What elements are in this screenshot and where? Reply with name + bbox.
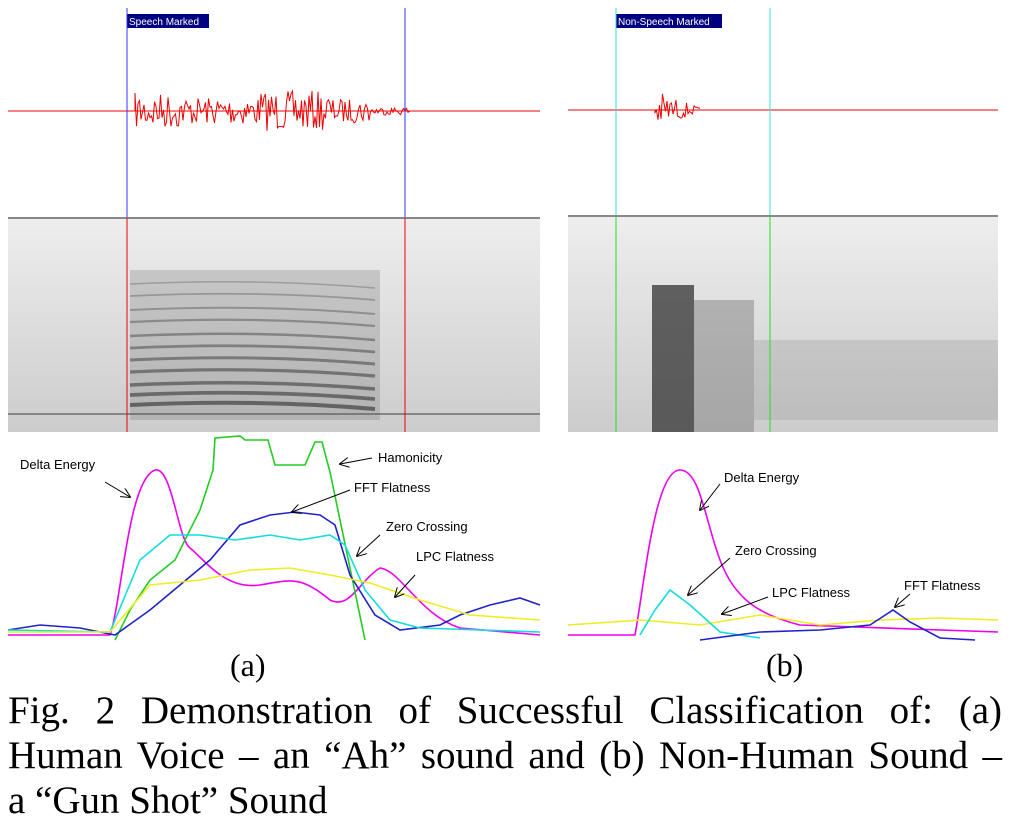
arrow [292,489,351,512]
decoration [129,318,376,328]
curve-label: Delta Energy [20,457,96,472]
curve-label: Zero Crossing [386,519,468,534]
lpc-flatness-curve [567,614,999,626]
decoration [129,390,376,401]
caption-line: Fig. 2 Demonstration of Successful Class… [8,689,1002,732]
decoration [129,356,376,366]
figure: Speech Marked Delta Energy Hamonicity FF… [7,8,999,683]
delta-energy-curve [568,469,999,636]
decoration [130,270,380,420]
fft-flatness-curve [699,609,976,641]
decoration [129,292,376,301]
noise [754,340,998,420]
curve-label: FFT Flatness [354,480,431,495]
decoration [129,306,376,315]
marker-box [127,14,209,28]
delta-energy-curve [8,469,541,636]
fft-flatness-curve [7,511,541,636]
decoration [129,381,376,391]
waveform [134,89,410,131]
harmonics [8,270,540,420]
arrow [722,596,769,614]
arrow [395,574,416,597]
burst [652,285,694,432]
spectrogram [8,218,540,432]
arrow [895,593,911,607]
waveform [654,93,701,120]
harmonicity-curve [114,435,366,641]
zero-crossing-curve [639,588,761,639]
zero-crossing-curve [7,534,541,633]
decoration [129,368,376,378]
decoration [654,93,701,120]
burst-tail [694,300,754,432]
curve-label: FFT Flatness [904,578,981,593]
arrow [340,458,373,464]
decoration [129,400,376,411]
marker-label: Speech Marked [129,17,199,28]
spectrogram [568,216,998,432]
decoration [129,344,376,354]
curve-label: LPC Flatness [772,585,851,600]
arrow [357,534,381,556]
caption-line: Human Voice – an “Ah” sound and (b) Non-… [8,734,1002,777]
panel-tag: (a) [230,647,266,683]
arrow [688,557,731,595]
decoration [134,89,410,131]
arrow [700,483,721,510]
marker-label: Non-Speech Marked [618,17,710,28]
marker-box [616,14,722,28]
curve-label: Delta Energy [724,470,800,485]
decoration [129,332,376,342]
curve-label: Hamonicity [378,450,443,465]
panel-tag: (b) [766,647,803,683]
decoration [129,281,376,289]
lpc-flatness-curve [8,567,541,633]
curve-label: LPC Flatness [416,549,495,564]
arrow [104,481,130,497]
curve-label: Zero Crossing [735,543,817,558]
caption-line: a “Gun Shot” Sound [8,779,328,822]
